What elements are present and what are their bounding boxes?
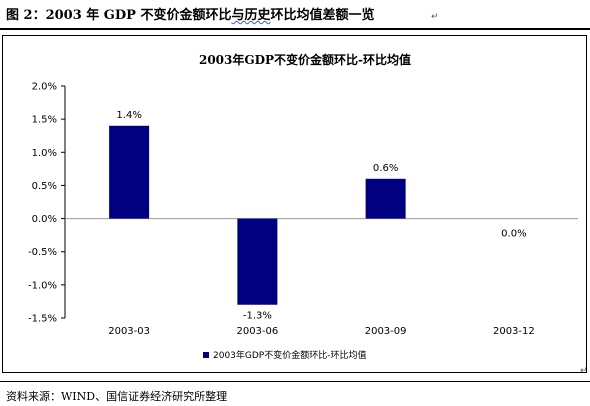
y-tick-label: 1.5% (32, 115, 57, 126)
paragraph-mark-icon: ↵ (580, 366, 588, 376)
y-tick-label: 1.0% (32, 148, 57, 159)
bars (109, 125, 406, 305)
bar (109, 125, 150, 219)
source-note: 资料来源：WIND、国信证券经济研究所整理 (6, 390, 228, 403)
y-tick-label: 0.5% (32, 181, 57, 192)
x-tick-label: 2003-09 (365, 326, 407, 337)
data-label: 0.6% (373, 163, 398, 174)
legend-swatch (203, 352, 209, 358)
chart: 2003年GDP不变价金额环比-环比均值 2.0% 1.5% 1.0% 0.5% 0.0… (28, 52, 578, 361)
bar (365, 178, 406, 219)
y-tick-label: -1.5% (28, 314, 57, 325)
y-tick-label: -0.5% (28, 247, 57, 258)
data-labels: 1.4% -1.3% 0.6% 0.0% (116, 110, 526, 322)
bottom-rule (0, 381, 590, 382)
x-tick-label: 2003-03 (108, 326, 150, 337)
figure-heading: 图 2：2003 年 GDP 不变价金额环比与历史环比均值差额一览 (6, 4, 375, 23)
paragraph-mark-icon: ↵ (431, 12, 439, 22)
data-label: 1.4% (116, 110, 141, 121)
chart-frame: 2003年GDP不变价金额环比-环比均值 2.0% 1.5% 1.0% 0.5% 0.0… (2, 35, 587, 373)
data-label: -1.3% (243, 311, 272, 322)
x-axis-ticks: 2003-03 2003-06 2003-09 2003-12 (108, 326, 535, 337)
y-tick-label: 0.0% (32, 214, 57, 225)
chart-title: 2003年GDP不变价金额环比-环比均值 (199, 52, 411, 67)
figure-heading-wavy: 与历史 (231, 8, 271, 23)
figure-heading-prefix: 图 2：2003 年 GDP 不变价金额环比 (6, 8, 232, 23)
bar (237, 218, 278, 305)
x-tick-label: 2003-12 (493, 326, 535, 337)
top-rule (0, 28, 590, 30)
y-axis: 2.0% 1.5% 1.0% 0.5% 0.0% -0.5% -1.0% -1.5% (28, 82, 66, 325)
legend: 2003年GDP不变价金额环比-环比均值 (203, 349, 366, 361)
x-tick-label: 2003-06 (236, 326, 278, 337)
data-label: 0.0% (501, 229, 526, 240)
figure-heading-suffix: 环比均值差额一览 (270, 8, 375, 23)
y-tick-label: -1.0% (28, 280, 57, 291)
legend-label: 2003年GDP不变价金额环比-环比均值 (213, 349, 366, 361)
y-tick-label: 2.0% (32, 82, 57, 93)
